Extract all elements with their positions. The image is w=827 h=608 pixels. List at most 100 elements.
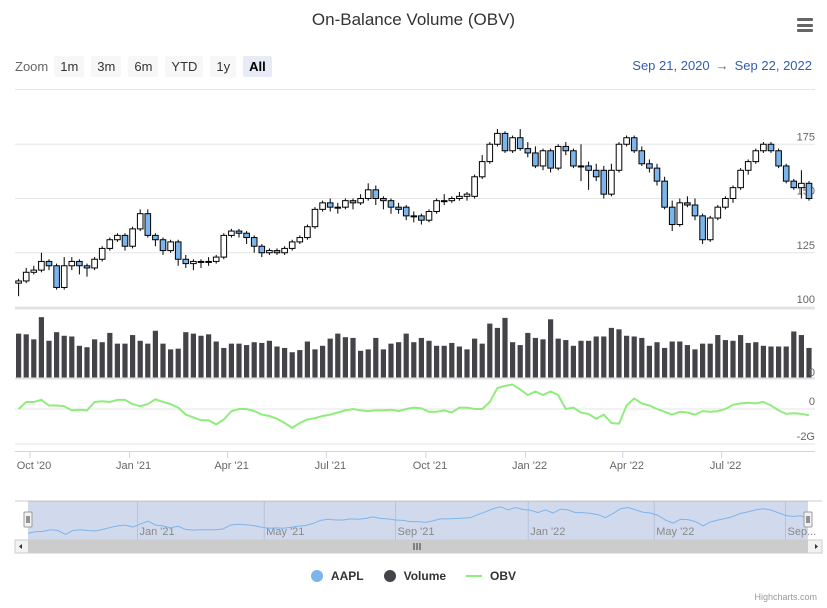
candle <box>136 213 144 230</box>
legend-label: Volume <box>403 569 447 583</box>
candle <box>570 150 577 167</box>
range-from-input[interactable]: Sep 21, 2020 <box>632 58 710 73</box>
volume-bar <box>563 340 569 378</box>
legend-item-obv[interactable]: OBV <box>466 569 516 583</box>
navigator-tick-label: Jan '21 <box>140 526 175 538</box>
chart-title: On-Balance Volume (OBV) <box>311 10 516 29</box>
volume-bar <box>54 332 60 378</box>
price-tick-label: 125 <box>797 240 815 252</box>
candle <box>706 217 714 241</box>
volume-bar <box>586 340 592 378</box>
volume-bar <box>190 333 196 378</box>
volume-bar <box>130 335 136 378</box>
navigator-right-handle[interactable] <box>803 511 813 528</box>
scrollbar-thumb[interactable] <box>28 540 808 553</box>
candle <box>68 260 76 267</box>
zoom-all-button[interactable]: All <box>243 56 272 77</box>
volume-bar <box>107 332 113 378</box>
candle <box>106 239 114 249</box>
candle <box>562 145 570 152</box>
volume-bar <box>646 345 652 378</box>
legend-label: OBV <box>490 569 517 583</box>
scroll-left-arrow-icon[interactable] <box>19 544 22 549</box>
candle <box>509 137 516 152</box>
scroll-right-arrow-icon[interactable] <box>815 544 818 549</box>
x-tick-label: Jul '22 <box>710 460 741 472</box>
volume-bar <box>715 335 721 378</box>
volume-bar <box>342 337 348 378</box>
volume-bar <box>662 347 668 378</box>
volume-bar <box>198 335 204 378</box>
candle <box>722 198 729 208</box>
hamburger-menu-icon[interactable] <box>797 18 813 32</box>
navigator-tick-label: May '22 <box>656 526 694 538</box>
candle <box>737 169 744 189</box>
x-tick-label: Jul '21 <box>315 460 346 472</box>
volume-bar <box>31 339 37 378</box>
volume-bar <box>525 332 531 378</box>
volume-bar <box>365 349 371 378</box>
candle <box>304 226 311 239</box>
candle <box>395 206 402 210</box>
volume-bar <box>38 317 44 378</box>
candle <box>98 247 106 260</box>
volume-bar <box>548 319 554 378</box>
volume-bar <box>358 350 364 378</box>
volume-bar <box>540 339 546 378</box>
legend-item-volume[interactable]: Volume <box>383 569 447 583</box>
zoom-ytd-button[interactable]: YTD <box>165 56 204 77</box>
candle <box>91 258 98 269</box>
volume-bar <box>692 349 698 378</box>
volume-bar <box>92 339 98 378</box>
volume-bar <box>730 340 736 378</box>
volume-bar <box>304 341 310 378</box>
candle <box>152 234 159 241</box>
candle <box>197 260 205 263</box>
volume-bar <box>631 336 637 378</box>
candle <box>524 148 532 154</box>
zoom-6m-button[interactable]: 6m <box>128 56 159 77</box>
x-tick-label: Jan '21 <box>116 460 151 472</box>
volume-bar <box>456 346 462 378</box>
volume-bar <box>578 340 584 378</box>
candle <box>342 200 349 208</box>
volume-bar <box>289 352 295 378</box>
volume-bar <box>517 345 523 378</box>
candle <box>623 137 630 145</box>
volume-bar <box>213 341 219 378</box>
range-to-input[interactable]: Sep 22, 2022 <box>734 58 812 73</box>
candle <box>539 150 547 167</box>
credits-link[interactable]: Highcharts.com <box>754 592 817 602</box>
candle <box>349 200 357 204</box>
candle <box>744 161 752 171</box>
candle <box>311 208 319 228</box>
navigator-left-handle[interactable] <box>23 511 33 528</box>
volume-bar <box>798 335 804 378</box>
candle <box>15 280 22 284</box>
zoom-1y-button[interactable]: 1y <box>210 56 237 77</box>
volume-bar <box>61 335 67 378</box>
zoom-3m-button[interactable]: 3m <box>91 56 122 77</box>
candle <box>668 206 676 226</box>
candle <box>805 182 813 199</box>
candle <box>30 269 38 273</box>
legend-item-aapl[interactable]: AAPL <box>310 569 364 583</box>
volume-bar <box>532 337 538 378</box>
volume-bar <box>251 342 257 378</box>
volume-bar <box>738 335 744 378</box>
candle <box>121 234 129 247</box>
candle <box>364 189 372 200</box>
volume-bar <box>206 334 212 378</box>
candle <box>767 143 775 152</box>
obv-line <box>17 383 810 430</box>
zoom-1m-button[interactable]: 1m <box>54 56 85 77</box>
volume-bar <box>791 331 797 378</box>
volume-bar <box>16 333 22 378</box>
candle <box>410 215 418 218</box>
candle <box>615 143 623 171</box>
candle <box>387 200 395 208</box>
candle <box>212 256 220 262</box>
candle <box>760 143 767 152</box>
candle <box>782 165 790 182</box>
